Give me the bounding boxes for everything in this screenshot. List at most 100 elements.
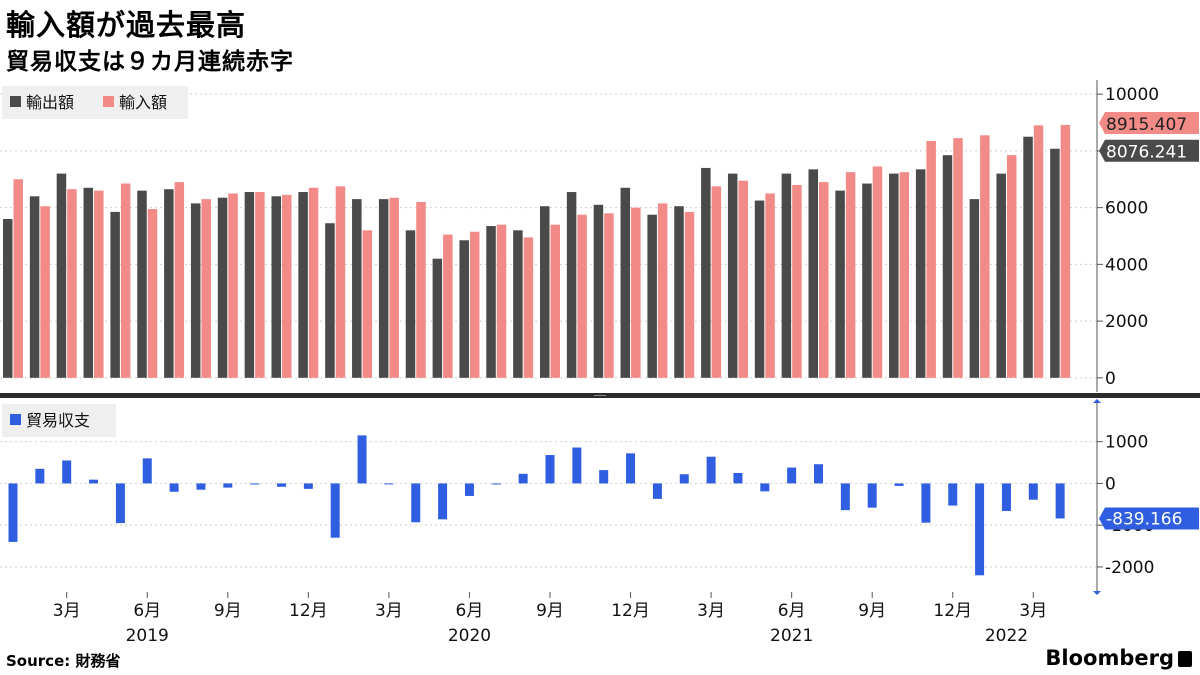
export-bar: [513, 230, 523, 378]
import-bar: [362, 230, 373, 378]
import-bar: [711, 186, 722, 378]
balance-bar: [89, 479, 99, 484]
x-month-label: 3月: [53, 601, 81, 621]
export-bar: [3, 218, 13, 378]
import-bar: [335, 186, 346, 378]
import-bar: [1060, 124, 1071, 378]
legend-import-swatch: [103, 96, 114, 107]
x-month-label: 9月: [858, 601, 886, 621]
source-label: Source:: [6, 652, 71, 670]
balance-bar: [115, 483, 125, 524]
balance-bar: [652, 483, 662, 499]
export-bar: [540, 206, 550, 378]
export-bar: [969, 199, 980, 378]
export-last-value-box: [1099, 139, 1199, 162]
chart-title: 輸入額が過去最高: [6, 8, 247, 42]
balance-bar: [196, 483, 206, 490]
export-bar: [190, 203, 201, 378]
x-month-label: 9月: [214, 601, 242, 621]
import-bar: [1006, 155, 1017, 378]
export-bar: [432, 258, 443, 378]
export-bar: [83, 187, 94, 378]
export-bar: [29, 196, 40, 378]
balance-bar: [330, 483, 340, 538]
export-bar: [593, 204, 604, 378]
import-bar: [443, 234, 453, 378]
balance-bar: [948, 483, 958, 506]
import-last-value-box: [1099, 111, 1199, 134]
export-bar: [566, 192, 577, 378]
export-bar: [889, 173, 899, 378]
balance-bar: [35, 468, 45, 484]
legend-balance-label: 貿易収支: [26, 411, 90, 430]
import-bar: [953, 138, 963, 378]
balance-bar: [706, 456, 716, 484]
import-bar: [738, 180, 748, 378]
top-y-tick-label: 0: [1105, 369, 1116, 389]
bottom-y-tick-label: 1000: [1105, 433, 1148, 453]
export-bar: [1050, 148, 1060, 378]
import-bar: [604, 213, 614, 378]
import-bar: [174, 182, 185, 378]
export-bar: [647, 214, 657, 378]
export-bar: [754, 200, 765, 378]
x-month-label: 6月: [133, 601, 161, 621]
balance-bar: [491, 483, 501, 485]
x-year-label: 2020: [448, 626, 491, 646]
export-bar: [56, 173, 67, 378]
balance-bar: [814, 464, 823, 484]
balance-bar: [626, 453, 636, 484]
import-bar: [201, 199, 211, 378]
balance-bar: [599, 470, 609, 484]
export-bar: [862, 183, 872, 378]
export-bar: [244, 192, 255, 378]
balance-bar: [1028, 483, 1038, 500]
balance-bar: [411, 483, 421, 523]
x-month-label: 6月: [456, 601, 484, 621]
top-y-tick-label: 6000: [1105, 199, 1148, 219]
import-bar: [13, 179, 23, 378]
export-bar: [110, 211, 120, 378]
export-bar: [942, 155, 953, 378]
balance-bar: [545, 455, 555, 484]
balance-bar: [840, 483, 850, 511]
balance-last-value-label: -839.166: [1106, 509, 1182, 529]
import-bar: [147, 209, 158, 378]
legend-import-label: 輸入額: [119, 93, 167, 112]
legend-balance-swatch: [10, 414, 21, 425]
export-bar: [808, 169, 818, 378]
import-bar: [819, 182, 829, 378]
import-bar: [282, 194, 292, 378]
import-bar: [765, 193, 775, 378]
import-bar: [926, 140, 936, 378]
export-bar: [459, 240, 469, 378]
x-year-label: 2021: [770, 626, 813, 646]
import-bar: [40, 206, 50, 378]
x-month-label: 12月: [289, 601, 328, 621]
export-last-value-label: 8076.241: [1106, 143, 1187, 163]
bottom-y-tick-label: 0: [1105, 474, 1116, 494]
balance-bar: [518, 473, 528, 484]
x-month-label: 3月: [697, 601, 725, 621]
balance-bar: [787, 467, 797, 484]
import-bar: [67, 189, 77, 378]
export-bar: [271, 196, 281, 378]
export-bar: [164, 189, 174, 378]
import-bar: [684, 211, 695, 378]
import-bar: [94, 190, 104, 378]
balance-bar: [223, 483, 233, 488]
bloomberg-logo: Bloomberg: [1045, 646, 1192, 670]
export-bar: [325, 223, 335, 378]
balance-bar: [464, 483, 474, 496]
import-bar: [980, 135, 990, 378]
x-month-label: 3月: [375, 601, 403, 621]
x-month-label: 12月: [933, 601, 972, 621]
source-value: 財務省: [75, 652, 121, 670]
bottom-y-tick-label: -2000: [1105, 558, 1154, 578]
x-year-label: 2022: [985, 626, 1028, 646]
balance-bar: [357, 435, 367, 484]
import-bar: [496, 224, 507, 378]
balance-bar: [760, 483, 770, 492]
source-note: Source: 財務省: [6, 650, 121, 671]
